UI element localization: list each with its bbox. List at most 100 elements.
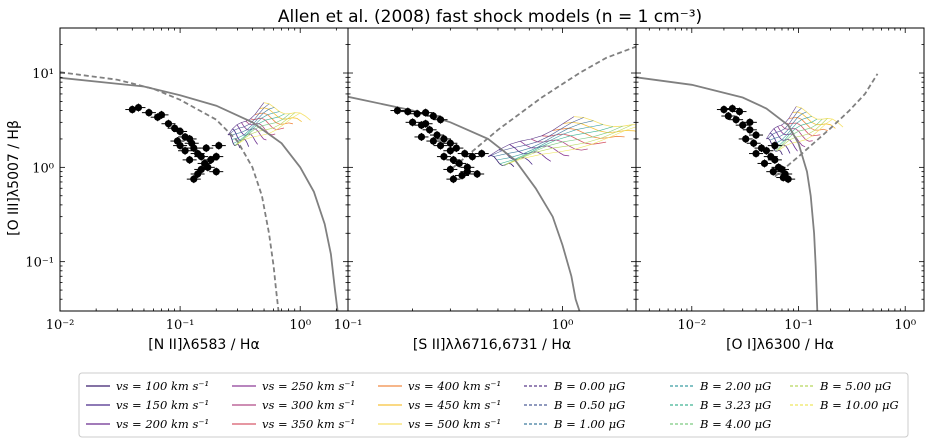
legend-label: vs = 400 km s⁻¹ [408, 379, 501, 393]
data-point [131, 103, 146, 112]
plot-area-nii [60, 71, 339, 311]
data-point [449, 144, 464, 153]
data-point [757, 159, 772, 168]
model-line-velocity [259, 107, 302, 123]
data-point [470, 169, 485, 178]
legend-entry: vs = 450 km s⁻¹ [378, 398, 501, 412]
legend-label: vs = 100 km s⁻¹ [116, 379, 209, 393]
model-line-field [487, 116, 575, 157]
data-point [455, 171, 470, 180]
panel-sii: 10⁻¹ 10⁰ [S II]λλ6716,6731 / Hα [334, 27, 637, 353]
data-point [767, 155, 782, 164]
data-point [173, 127, 188, 136]
model-line-velocity [236, 124, 258, 145]
data-point [186, 175, 201, 184]
data-point [436, 152, 451, 161]
legend: vs = 100 km s⁻¹ vs = 150 km s⁻¹ vs = 200 k… [78, 372, 909, 438]
model-line-field [235, 112, 296, 146]
model-line-velocity [530, 138, 588, 151]
data-point [452, 159, 467, 168]
model-line-velocity [766, 137, 783, 155]
x-tick-label: 10⁰ [552, 318, 574, 333]
model-line-velocity [563, 121, 636, 134]
model-line-velocity [232, 128, 250, 147]
data-point [211, 141, 226, 150]
legend-entry: B = 2.00 μG [670, 379, 771, 393]
model-line-field [778, 118, 833, 151]
demarcation-curve-dashed [452, 45, 636, 168]
data-point [443, 139, 458, 148]
model-line-field [771, 116, 812, 145]
legend-box [78, 372, 909, 438]
model-line-velocity [509, 144, 552, 162]
legend-label: B = 3.23 μG [699, 398, 771, 412]
model-line-velocity [784, 122, 821, 137]
model-line-field [499, 126, 613, 165]
data-point [746, 139, 761, 148]
model-line-field [502, 125, 623, 166]
data-point [457, 149, 472, 158]
legend-label: vs = 200 km s⁻¹ [116, 417, 209, 431]
legend-label: B = 2.00 μG [699, 379, 771, 393]
y-axis-label: [O III]λ5007 / Hβ [6, 120, 22, 236]
model-line-field [233, 113, 285, 144]
demarcation-curve-solid [348, 95, 581, 311]
legend-entry: B = 1.00 μG [524, 417, 625, 431]
data-point [390, 106, 405, 115]
data-point [465, 152, 480, 161]
legend-entry: vs = 100 km s⁻¹ [86, 379, 209, 393]
model-line-velocity [263, 102, 311, 121]
model-line-velocity [777, 126, 806, 148]
data-point [767, 141, 782, 150]
model-line-field [505, 124, 633, 166]
model-line-field [229, 103, 270, 135]
data-point [418, 108, 433, 117]
x-axis-label-oi: [O I]λ6300 / Hα [726, 337, 834, 353]
model-line-velocity [241, 122, 267, 141]
model-line-velocity [773, 128, 798, 152]
model-line-field [508, 126, 636, 164]
data-point [405, 118, 420, 127]
legend-entry: vs = 300 km s⁻¹ [232, 398, 355, 412]
data-point [182, 155, 197, 164]
legend-label: B = 0.50 μG [553, 398, 625, 412]
legend-label: vs = 500 km s⁻¹ [408, 417, 501, 431]
model-line-field [773, 118, 818, 149]
model-line-field [234, 113, 290, 146]
model-line-velocity [487, 155, 515, 167]
legend-label: B = 1.00 μG [553, 417, 625, 431]
data-point [742, 118, 757, 127]
x-tick-label: 10⁻¹ [166, 318, 195, 333]
x-tick-label: 10⁻² [677, 318, 706, 333]
model-line-field [769, 111, 807, 141]
demarcation-curve-dashed [60, 71, 280, 311]
data-point [418, 119, 433, 128]
data-point [141, 108, 156, 117]
legend-entry: B = 5.00 μG [790, 379, 891, 393]
demarcation-curve-solid [636, 76, 819, 311]
legend-label: B = 4.00 μG [699, 417, 771, 431]
model-line-field [493, 120, 594, 157]
model-line-velocity [250, 117, 285, 131]
data-point [426, 137, 441, 146]
model-line-field [775, 118, 823, 152]
legend-label: B = 5.00 μG [819, 379, 891, 393]
data-point [184, 139, 199, 148]
legend-entry: vs = 200 km s⁻¹ [86, 417, 209, 431]
data-point [400, 107, 415, 116]
data-point [732, 107, 747, 116]
data-point [749, 131, 764, 140]
legend-entry: B = 3.23 μG [670, 398, 771, 412]
data-point [721, 112, 736, 121]
model-line-field [776, 118, 828, 152]
plot-area-sii [348, 45, 636, 311]
data-point [474, 149, 489, 158]
x-tick-label: 10⁰ [289, 318, 311, 333]
data-point [426, 112, 441, 121]
data-point [209, 167, 224, 176]
data-point [422, 125, 437, 134]
model-line-velocity [552, 127, 625, 139]
legend-entry: B = 4.00 μG [670, 417, 771, 431]
legend-label: vs = 350 km s⁻¹ [262, 417, 355, 431]
panel-oi: 10⁻² 10⁻¹ 10⁰ [O I]λ6300 / Hα [635, 27, 925, 353]
